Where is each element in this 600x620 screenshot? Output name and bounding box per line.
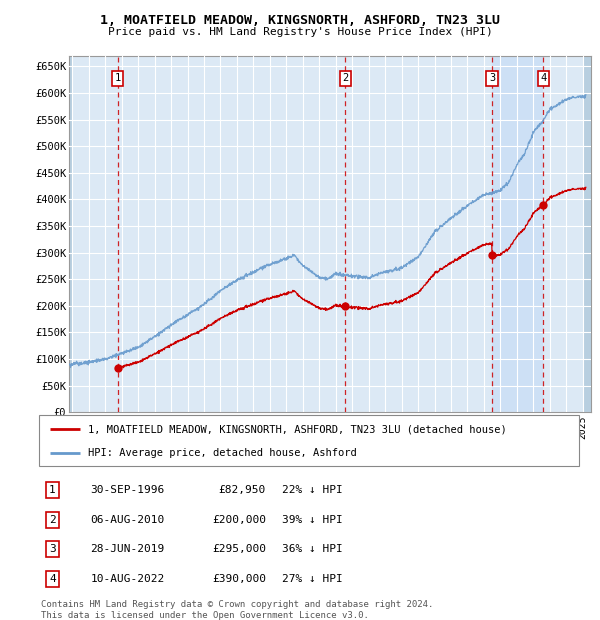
Text: £82,950: £82,950 — [218, 485, 266, 495]
Text: Contains HM Land Registry data © Crown copyright and database right 2024.
This d: Contains HM Land Registry data © Crown c… — [41, 600, 433, 619]
Text: 27% ↓ HPI: 27% ↓ HPI — [282, 574, 343, 583]
Text: Price paid vs. HM Land Registry's House Price Index (HPI): Price paid vs. HM Land Registry's House … — [107, 27, 493, 37]
Text: 1, MOATFIELD MEADOW, KINGSNORTH, ASHFORD, TN23 3LU (detached house): 1, MOATFIELD MEADOW, KINGSNORTH, ASHFORD… — [88, 424, 506, 434]
Text: £390,000: £390,000 — [212, 574, 266, 583]
Text: 4: 4 — [540, 73, 547, 83]
Text: 1: 1 — [115, 73, 121, 83]
Text: 1, MOATFIELD MEADOW, KINGSNORTH, ASHFORD, TN23 3LU: 1, MOATFIELD MEADOW, KINGSNORTH, ASHFORD… — [100, 14, 500, 27]
Text: 3: 3 — [49, 544, 56, 554]
Text: 2: 2 — [49, 515, 56, 525]
Text: £295,000: £295,000 — [212, 544, 266, 554]
Bar — [583, 56, 591, 412]
Text: 28-JUN-2019: 28-JUN-2019 — [90, 544, 164, 554]
Text: 4: 4 — [49, 574, 56, 583]
FancyBboxPatch shape — [39, 415, 579, 466]
Bar — [69, 56, 72, 412]
Text: 22% ↓ HPI: 22% ↓ HPI — [282, 485, 343, 495]
Text: 3: 3 — [489, 73, 495, 83]
Text: 06-AUG-2010: 06-AUG-2010 — [90, 515, 164, 525]
Text: 10-AUG-2022: 10-AUG-2022 — [90, 574, 164, 583]
Text: £200,000: £200,000 — [212, 515, 266, 525]
Text: 2: 2 — [342, 73, 349, 83]
Text: HPI: Average price, detached house, Ashford: HPI: Average price, detached house, Ashf… — [88, 448, 356, 458]
Bar — [492, 56, 544, 412]
Text: 1: 1 — [49, 485, 56, 495]
Text: 36% ↓ HPI: 36% ↓ HPI — [282, 544, 343, 554]
Text: 39% ↓ HPI: 39% ↓ HPI — [282, 515, 343, 525]
Text: 30-SEP-1996: 30-SEP-1996 — [90, 485, 164, 495]
